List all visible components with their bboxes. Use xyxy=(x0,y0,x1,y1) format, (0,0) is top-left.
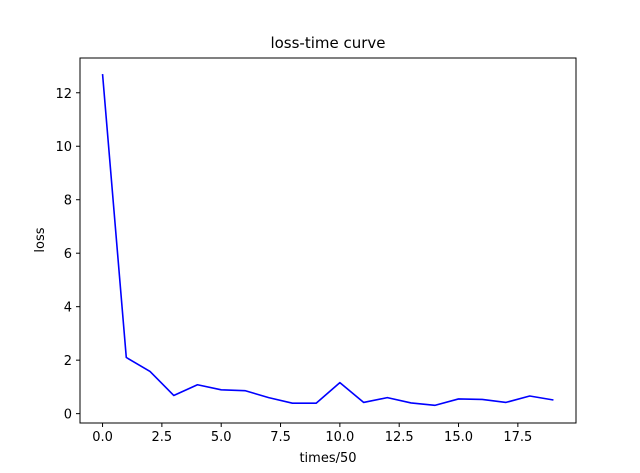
x-tick-label: 2.5 xyxy=(152,430,173,445)
x-tick-label: 12.5 xyxy=(385,430,414,445)
x-axis-label: times/50 xyxy=(299,451,356,466)
plot-area: 0.0 2.5 5.0 7.5 10.0 12.5 15.0 17.5 0 2 4 6 8 10 12 xyxy=(55,57,577,445)
y-tick-label: 6 xyxy=(64,247,72,262)
plot-frame xyxy=(79,57,577,424)
y-axis-label: loss xyxy=(33,227,48,252)
x-tick-label: 0.0 xyxy=(92,430,113,445)
y-tick-label: 12 xyxy=(55,87,72,102)
x-tick-label: 17.5 xyxy=(503,430,532,445)
y-tick-label: 8 xyxy=(64,194,72,209)
chart-title: loss-time curve xyxy=(270,34,385,52)
y-tick-label: 0 xyxy=(64,408,72,423)
series-line-0 xyxy=(101,73,554,407)
x-tick-label: 5.0 xyxy=(211,430,232,445)
y-tick-label: 10 xyxy=(55,140,72,155)
y-tick-label: 2 xyxy=(64,354,72,369)
x-tick-label: 7.5 xyxy=(270,430,291,445)
x-tick-label: 15.0 xyxy=(444,430,473,445)
x-tick-label: 10.0 xyxy=(325,430,354,445)
y-tick-label: 4 xyxy=(64,301,72,316)
